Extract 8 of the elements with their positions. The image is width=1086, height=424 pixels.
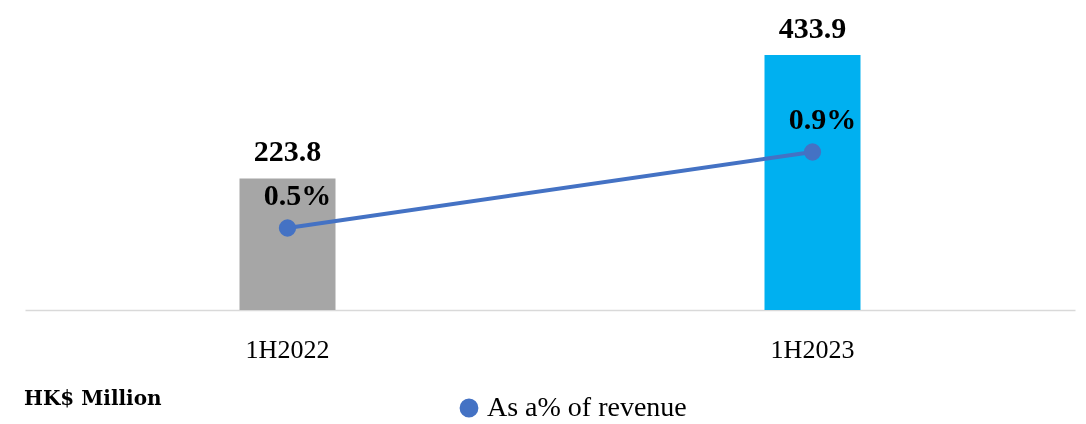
text: HK$ Million <box>24 386 162 410</box>
legend-label: As a% of revenue <box>487 391 687 422</box>
data-label: 223.8 <box>253 134 322 168</box>
x-tick-label: 1H2023 <box>770 334 855 364</box>
x-tick-label: 1H2022 <box>245 334 330 364</box>
data-label: 0.5% <box>263 178 332 211</box>
data-label: 0.9% <box>788 102 857 135</box>
data-label: 433.9 <box>778 11 847 44</box>
